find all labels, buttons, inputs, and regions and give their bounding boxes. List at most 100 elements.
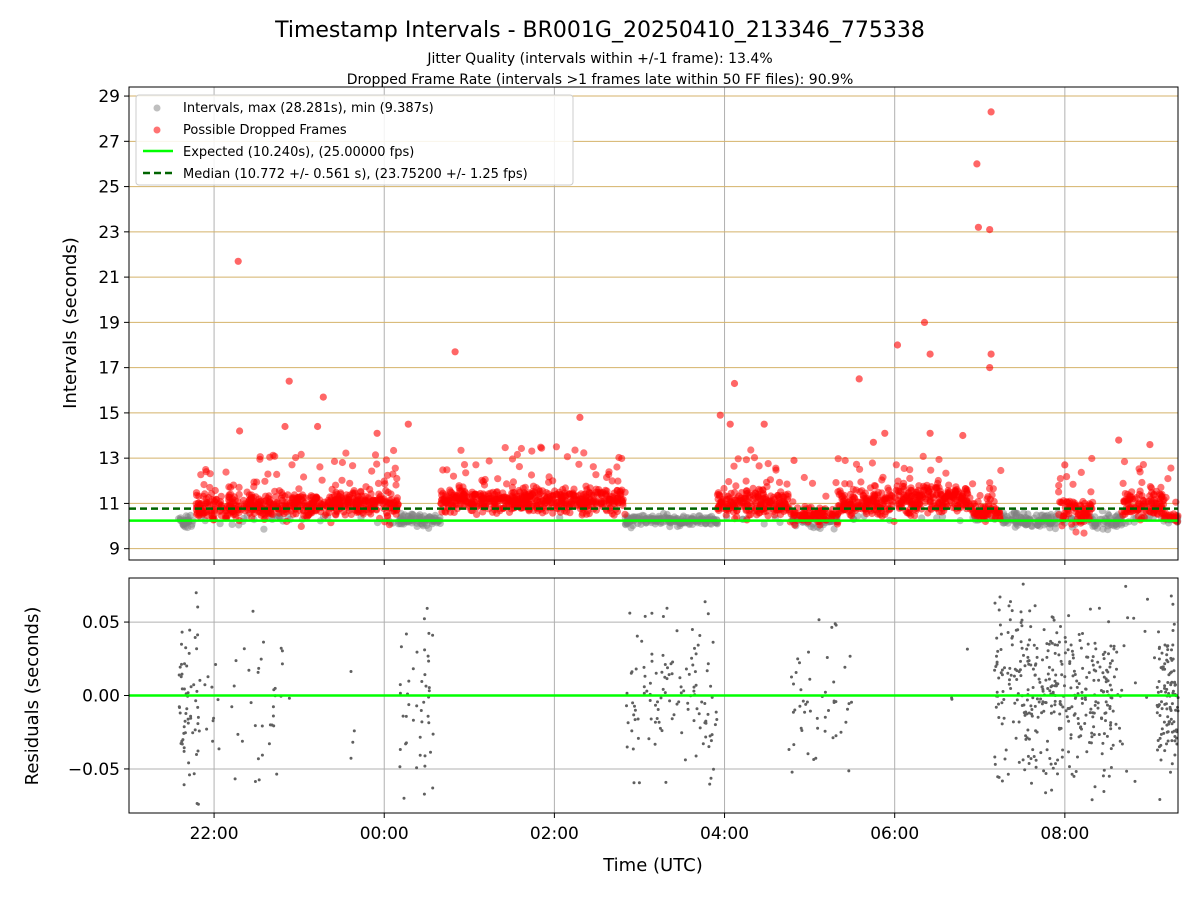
intervals-y-tick-label: 13 (98, 449, 120, 469)
residual-point (1000, 701, 1004, 705)
dropped-frame-point (934, 476, 942, 485)
dropped-frame-point (990, 497, 998, 506)
residual-point (233, 777, 237, 781)
intervals-y-tick-label: 29 (98, 87, 120, 107)
residual-point (1109, 727, 1113, 731)
residual-point (1042, 769, 1046, 773)
dropped-frame-point (457, 446, 465, 454)
residual-point (637, 781, 641, 785)
dropped-frame-point (228, 495, 236, 503)
residual-point (1011, 635, 1014, 638)
dropped-frame-point (271, 487, 279, 495)
dropped-frame-point (332, 496, 340, 504)
residual-point (1009, 673, 1013, 677)
dropped-frame-point (906, 466, 914, 474)
residual-point (625, 691, 629, 695)
residual-point (1017, 720, 1021, 724)
dropped-frame-point (322, 509, 330, 517)
dropped-frame-point (789, 498, 797, 506)
dropped-frame-point (759, 495, 767, 503)
residual-point (271, 705, 275, 709)
residual-point (1068, 662, 1072, 665)
dropped-frame-point (561, 492, 570, 501)
residual-point (686, 701, 690, 705)
residual-point (663, 663, 667, 666)
residual-point (995, 654, 998, 658)
residual-point (1079, 646, 1083, 650)
dropped-frame-point (613, 463, 621, 471)
residual-point (431, 786, 435, 790)
dropped-frame-point (312, 494, 320, 502)
dropped-frame-point (330, 457, 339, 465)
residual-point (993, 762, 997, 766)
residual-point (632, 713, 636, 717)
residual-point (997, 608, 1001, 612)
dropped-frame-point (822, 492, 830, 500)
dropped-frame-point (252, 500, 260, 508)
dropped-frame-point (1136, 468, 1144, 476)
residuals-x-ticks: 22:00 00:00 02:00 04:00 06:00 08:00 (190, 813, 1089, 844)
dropped-frame-point (921, 498, 929, 506)
residual-point (1025, 647, 1029, 651)
residual-point (1019, 659, 1022, 663)
residual-point (1094, 700, 1098, 704)
residual-point (1158, 714, 1162, 717)
residual-point (1029, 625, 1033, 629)
dropped-frame-point (332, 481, 340, 489)
residual-point (712, 767, 715, 771)
residual-point (713, 723, 717, 727)
residual-point (1166, 681, 1170, 684)
residual-point (1034, 758, 1038, 762)
dropped-frame-point (549, 509, 557, 517)
residual-point (1165, 653, 1169, 657)
residual-point (1049, 711, 1053, 715)
dropped-frame-point (732, 482, 740, 490)
residual-point (1039, 751, 1043, 755)
residual-point (1155, 711, 1159, 715)
residual-point (1050, 788, 1054, 792)
dropped-frame-point (243, 488, 251, 496)
residual-point (427, 631, 431, 635)
dropped-frame-point (1080, 529, 1088, 537)
dropped-frame-point (916, 492, 924, 500)
residual-point (179, 675, 183, 679)
residual-point (634, 667, 638, 671)
residual-point (1168, 720, 1171, 724)
residual-point (1115, 650, 1119, 654)
residual-point (1036, 715, 1040, 719)
dropped-frame-point (485, 457, 493, 465)
residual-point (253, 724, 257, 728)
dropped-frame-point (730, 462, 738, 470)
residual-point (672, 713, 676, 717)
dropped-frame-point (850, 504, 858, 512)
residual-point (679, 691, 683, 695)
residuals-y-tick-label: 0.05 (82, 613, 120, 633)
dropped-frame-point (720, 491, 729, 500)
residual-point (1067, 719, 1071, 723)
residual-point (798, 661, 801, 665)
dropped-frame-point (498, 494, 506, 502)
residual-point (632, 781, 636, 785)
dropped-frame-point (297, 450, 305, 458)
residual-point (1042, 628, 1046, 632)
dropped-frame-point (367, 510, 375, 518)
dropped-frame-point (299, 491, 307, 499)
residual-point (1109, 644, 1113, 648)
dropped-frame-point (582, 510, 591, 518)
residual-point (1165, 723, 1169, 727)
residual-point (1088, 607, 1092, 611)
residual-point (186, 721, 190, 725)
dropped-frame-outlier (1146, 441, 1154, 449)
residual-point (205, 727, 209, 731)
residual-point (1089, 707, 1093, 711)
dropped-frame-point (552, 443, 561, 451)
residual-point (1125, 769, 1129, 773)
residual-point (211, 719, 215, 723)
residual-point (1022, 711, 1026, 715)
residual-point (1035, 655, 1039, 659)
residual-point (1109, 766, 1113, 769)
residual-point (1079, 734, 1083, 738)
residual-point (667, 673, 671, 677)
interval-point (408, 510, 417, 518)
dropped-frame-point (1063, 473, 1071, 481)
